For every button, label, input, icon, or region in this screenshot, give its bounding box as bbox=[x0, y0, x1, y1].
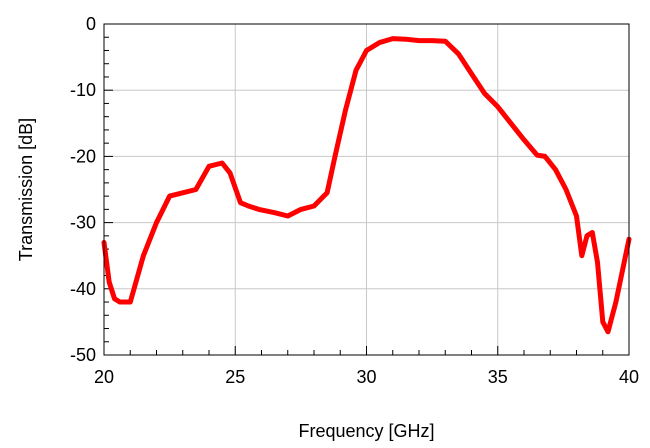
x-tick-label: 40 bbox=[619, 367, 639, 387]
plot-frame bbox=[103, 23, 630, 356]
series-layer bbox=[101, 36, 632, 335]
tick-labels: 20 25 30 35 40 0 -10 -20 -30 -40 -50 bbox=[70, 14, 639, 387]
y-tick-label: -30 bbox=[70, 213, 96, 233]
x-tick-label: 30 bbox=[356, 367, 376, 387]
y-tick-label: 0 bbox=[86, 14, 96, 34]
y-tick-label: -10 bbox=[70, 80, 96, 100]
x-tick-label: 25 bbox=[225, 367, 245, 387]
grid bbox=[104, 24, 629, 355]
y-tick-label: -20 bbox=[70, 146, 96, 166]
y-axis-title: Transmission [dB] bbox=[16, 118, 36, 261]
y-tick-label: -50 bbox=[70, 345, 96, 365]
minor-ticks bbox=[103, 23, 630, 356]
series-line bbox=[101, 36, 632, 335]
x-axis-title: Frequency [GHz] bbox=[298, 421, 434, 441]
x-tick-label: 20 bbox=[94, 367, 114, 387]
y-tick-label: -40 bbox=[70, 279, 96, 299]
x-tick-label: 35 bbox=[488, 367, 508, 387]
